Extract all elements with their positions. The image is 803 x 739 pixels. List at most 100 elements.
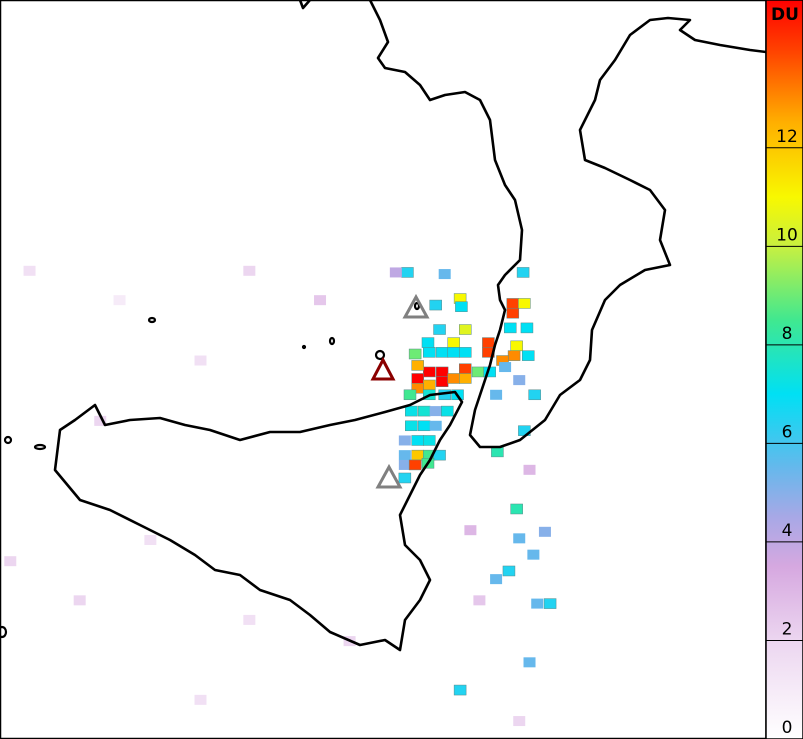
so2-cell: [543, 598, 557, 609]
so2-cell: [518, 298, 531, 309]
so2-cell: [389, 267, 402, 278]
volcano-marker: [402, 293, 430, 319]
island: [413, 301, 421, 311]
so2-cell: [408, 348, 422, 360]
so2-cell: [411, 383, 424, 394]
so2-cell: [459, 324, 472, 335]
so2-cell: [314, 295, 327, 306]
so2-cell: [520, 322, 534, 334]
colorbar-tick-label: 4: [782, 521, 793, 541]
volcano-marker: [375, 463, 403, 489]
so2-cell: [538, 526, 551, 537]
so2-cell: [510, 340, 523, 352]
so2-cell: [243, 265, 256, 276]
so2-cell: [453, 684, 467, 696]
island: [0, 625, 8, 639]
so2-cell: [482, 337, 495, 348]
island: [147, 316, 157, 324]
colorbar: [765, 0, 803, 739]
so2-cell: [447, 347, 460, 358]
island: [328, 336, 336, 346]
so2-cell: [447, 373, 460, 384]
so2-cell: [417, 420, 431, 432]
so2-cell: [510, 503, 523, 515]
so2-cell: [459, 363, 472, 374]
so2-cell: [398, 459, 411, 470]
so2-cell: [523, 464, 536, 475]
colorbar-tick-label: 8: [782, 324, 793, 344]
so2-cell: [405, 405, 418, 417]
so2-cell: [421, 337, 435, 348]
so2-cell: [506, 298, 520, 309]
so2-cell: [499, 362, 512, 373]
so2-cell: [423, 435, 436, 446]
so2-cell: [459, 373, 472, 384]
so2-cell: [423, 379, 436, 391]
so2-cell: [94, 415, 107, 426]
so2-cell: [506, 307, 520, 319]
so2-cell: [435, 366, 449, 378]
so2-cell: [513, 533, 526, 544]
so2-cell: [441, 405, 454, 417]
so2-cell: [513, 716, 526, 727]
so2-cell: [411, 360, 424, 371]
so2-cell: [401, 267, 414, 278]
so2-cell: [513, 375, 526, 386]
so2-cell: [429, 299, 442, 311]
so2-cell: [464, 525, 477, 536]
island: [301, 344, 307, 350]
so2-cell: [438, 269, 451, 280]
so2-cell: [435, 376, 449, 387]
so2-cell: [473, 595, 486, 606]
volcano-markers: [370, 293, 430, 489]
so2-cell: [403, 389, 417, 401]
so2-cell: [490, 574, 503, 585]
so2-cell: [194, 355, 207, 366]
so2-cell: [408, 459, 422, 471]
colorbar-tick-label: 10: [776, 225, 798, 245]
so2-cell: [194, 694, 207, 705]
so2-cell: [490, 389, 503, 400]
so2-cell: [23, 265, 36, 276]
island: [33, 443, 47, 451]
so2-cell: [398, 435, 411, 446]
so2-cell: [423, 366, 436, 378]
so2-cell: [435, 347, 449, 358]
so2-cell: [503, 322, 517, 334]
so2-cell: [502, 565, 516, 577]
so2-cell: [528, 389, 541, 401]
colorbar-tick-label: 0: [782, 718, 793, 738]
coastline: [368, 0, 767, 449]
so2-cell: [429, 406, 442, 417]
so2-cell: [433, 324, 446, 335]
so2-cell: [516, 267, 530, 278]
so2-cell: [491, 446, 504, 458]
so2-cell: [417, 405, 431, 417]
so2-cell: [73, 595, 86, 606]
island: [374, 349, 386, 361]
island: [3, 435, 13, 445]
so2-cell: [243, 614, 256, 625]
so2-cell: [4, 556, 17, 567]
so2-cell: [411, 373, 424, 384]
volcano-marker: [370, 356, 396, 381]
coastline: [298, 0, 311, 10]
colorbar-tick-label: 12: [776, 127, 798, 147]
so2-cell: [144, 534, 157, 545]
so2-cell: [405, 420, 418, 432]
so2-cell: [531, 598, 544, 609]
colorbar-label: DU: [771, 5, 799, 25]
so2-cell: [455, 301, 468, 312]
coastline: [53, 390, 464, 652]
colorbar-ticks: 0 2 4 6 8 10 12: [766, 127, 803, 739]
so2-cell: [527, 549, 540, 560]
so2-cell: [521, 350, 535, 361]
so2-cell: [507, 350, 521, 361]
so2-cell: [423, 347, 436, 358]
colorbar-tick-label: 2: [782, 619, 793, 639]
coastlines: [0, 0, 767, 652]
so2-cell: [523, 657, 536, 668]
so2-cell: [447, 337, 460, 348]
